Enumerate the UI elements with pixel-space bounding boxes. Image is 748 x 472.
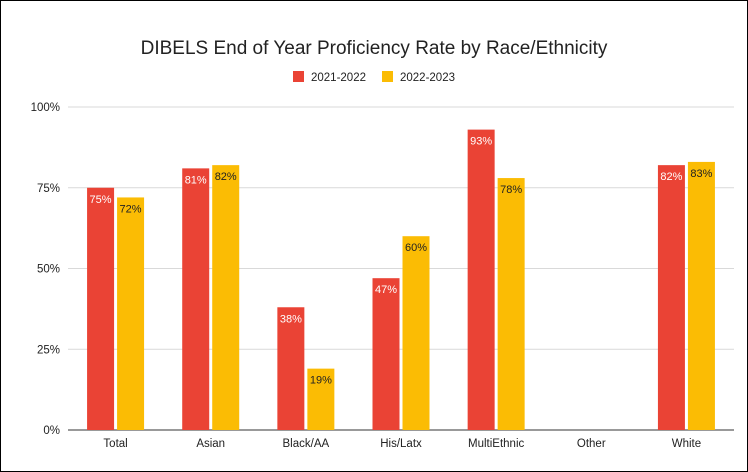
x-tick-label: Total [103,438,127,450]
data-label: 83% [690,168,712,180]
x-tick-label: Other [577,438,606,450]
bar [657,165,685,430]
x-tick-label: Asian [196,438,225,450]
legend: 2021-2022 2022-2023 [293,71,455,84]
bars: 75% 72% 81% 82% 38% 19% 47% 60% 93% 78% 82% 83% [87,129,715,431]
y-tick-label: 0% [43,425,60,437]
data-label: 38% [280,313,302,325]
data-label: 81% [185,174,207,186]
legend-label: 2022-2023 [400,72,455,84]
bar-group: 93% 78% [467,129,525,431]
bar [372,278,400,430]
data-label: 78% [500,184,522,196]
bar [117,197,145,430]
data-label: 19% [310,375,332,387]
y-tick-label: 50% [37,264,60,276]
x-tick-label: His/Latx [380,438,422,450]
data-label: 75% [90,194,112,206]
bar [497,178,525,430]
legend-swatch [293,71,304,82]
x-axis: Total Asian Black/AA His/Latx MultiEthnic Oth… [103,438,701,450]
y-tick-label: 75% [37,183,60,195]
bar [402,236,430,430]
bar-group: 75% 72% [87,187,145,430]
y-tick-label: 100% [31,102,60,114]
bar [182,168,210,430]
y-tick-label: 25% [37,344,60,356]
data-label: 60% [405,242,427,254]
bar [307,368,335,430]
bar-group: 81% 82% [182,165,240,430]
bar [277,307,305,430]
bar [87,187,115,430]
data-label: 47% [375,284,397,296]
legend-label: 2021-2022 [311,72,366,84]
x-tick-label: MultiEthnic [468,438,524,450]
bar [467,129,495,431]
x-tick-label: White [672,438,701,450]
bar [212,165,240,430]
data-label: 82% [215,171,237,183]
y-axis: 0% 25% 50% 75% 100% [31,102,734,437]
chart-title: DIBELS End of Year Proficiency Rate by R… [141,38,608,59]
x-tick-label: Black/AA [283,438,330,450]
gridlines [68,106,734,350]
data-label: 82% [660,171,682,183]
legend-swatch [382,71,393,82]
bar-group: 47% 60% [372,236,430,430]
data-label: 72% [120,203,142,215]
bar-group: 82% 83% [657,161,715,430]
bar-group: 38% 19% [277,307,335,430]
data-label: 93% [470,136,492,148]
bar [687,161,715,430]
